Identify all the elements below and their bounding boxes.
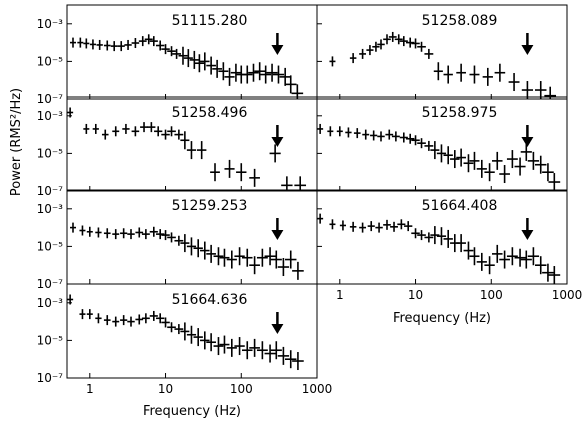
panel-4: 51258.975 [316, 96, 568, 192]
down-arrow-icon [271, 230, 284, 240]
y-tick-label: 10⁻³ [37, 202, 64, 216]
y-tick-label: 10⁻⁵ [37, 54, 64, 68]
panel-1: 10⁻³ 10⁻⁵ 10⁻⁷ 51115.280 [37, 4, 318, 106]
y-tick-label: 10⁻³ [37, 296, 64, 310]
panel-6: 1 10 100 1000 51664.408 [316, 189, 583, 302]
down-arrow-icon [271, 45, 284, 55]
x-tick-label: 1000 [552, 288, 583, 302]
panel-3: 10⁻³ 10⁻⁵ 10⁻⁷ 51258.496 [37, 96, 318, 198]
x-tick-label: 10 [158, 382, 173, 396]
y-tick-label: 10⁻⁵ [37, 239, 64, 253]
x-axis-title-right: Frequency (Hz) [393, 311, 491, 326]
y-tick-label: 10⁻⁷ [37, 184, 64, 198]
y-tick-label: 10⁻⁵ [37, 146, 64, 160]
x-tick-label: 1 [86, 382, 94, 396]
down-arrow-icon [521, 45, 534, 55]
y-tick-label: 10⁻⁷ [37, 277, 64, 291]
y-axis-title: Power (RMS²/Hz) [9, 88, 24, 196]
panel-frame [316, 96, 568, 192]
panel-label: 51258.496 [172, 105, 248, 121]
panel-2: 51258.089 [316, 4, 568, 100]
panel-label: 51664.408 [422, 198, 498, 214]
y-tick-label: 10⁻⁵ [37, 333, 64, 347]
panel-7: 10⁻³ 10⁻⁵ 10⁻⁷ 1 10 100 1000 51664.636 [37, 283, 333, 396]
panel-frame [66, 283, 318, 379]
x-axis-title-left: Frequency (Hz) [143, 404, 241, 419]
y-tick-label: 10⁻³ [37, 109, 64, 123]
panel-frame [316, 189, 568, 285]
x-tick-label: 1 [336, 288, 344, 302]
down-arrow-icon [271, 137, 284, 147]
panel-label: 51115.280 [172, 13, 248, 29]
x-tick-label: 100 [230, 382, 253, 396]
panel-label: 51664.636 [172, 292, 248, 308]
y-tick-label: 10⁻³ [37, 17, 64, 31]
panel-label: 51258.089 [422, 13, 498, 29]
x-tick-label: 10 [408, 288, 423, 302]
y-tick-label: 10⁻⁷ [37, 371, 64, 385]
x-tick-label: 1000 [302, 382, 333, 396]
panel-frame [316, 4, 568, 100]
down-arrow-icon [521, 137, 534, 147]
down-arrow-icon [521, 230, 534, 240]
x-tick-label: 100 [480, 288, 503, 302]
panel-label: 51258.975 [422, 105, 498, 121]
panel-5: 10⁻³ 10⁻⁵ 10⁻⁷ 51259.253 [37, 189, 318, 291]
y-tick-label: 10⁻⁷ [37, 92, 64, 106]
panel-label: 51259.253 [172, 198, 248, 214]
down-arrow-icon [271, 324, 284, 334]
